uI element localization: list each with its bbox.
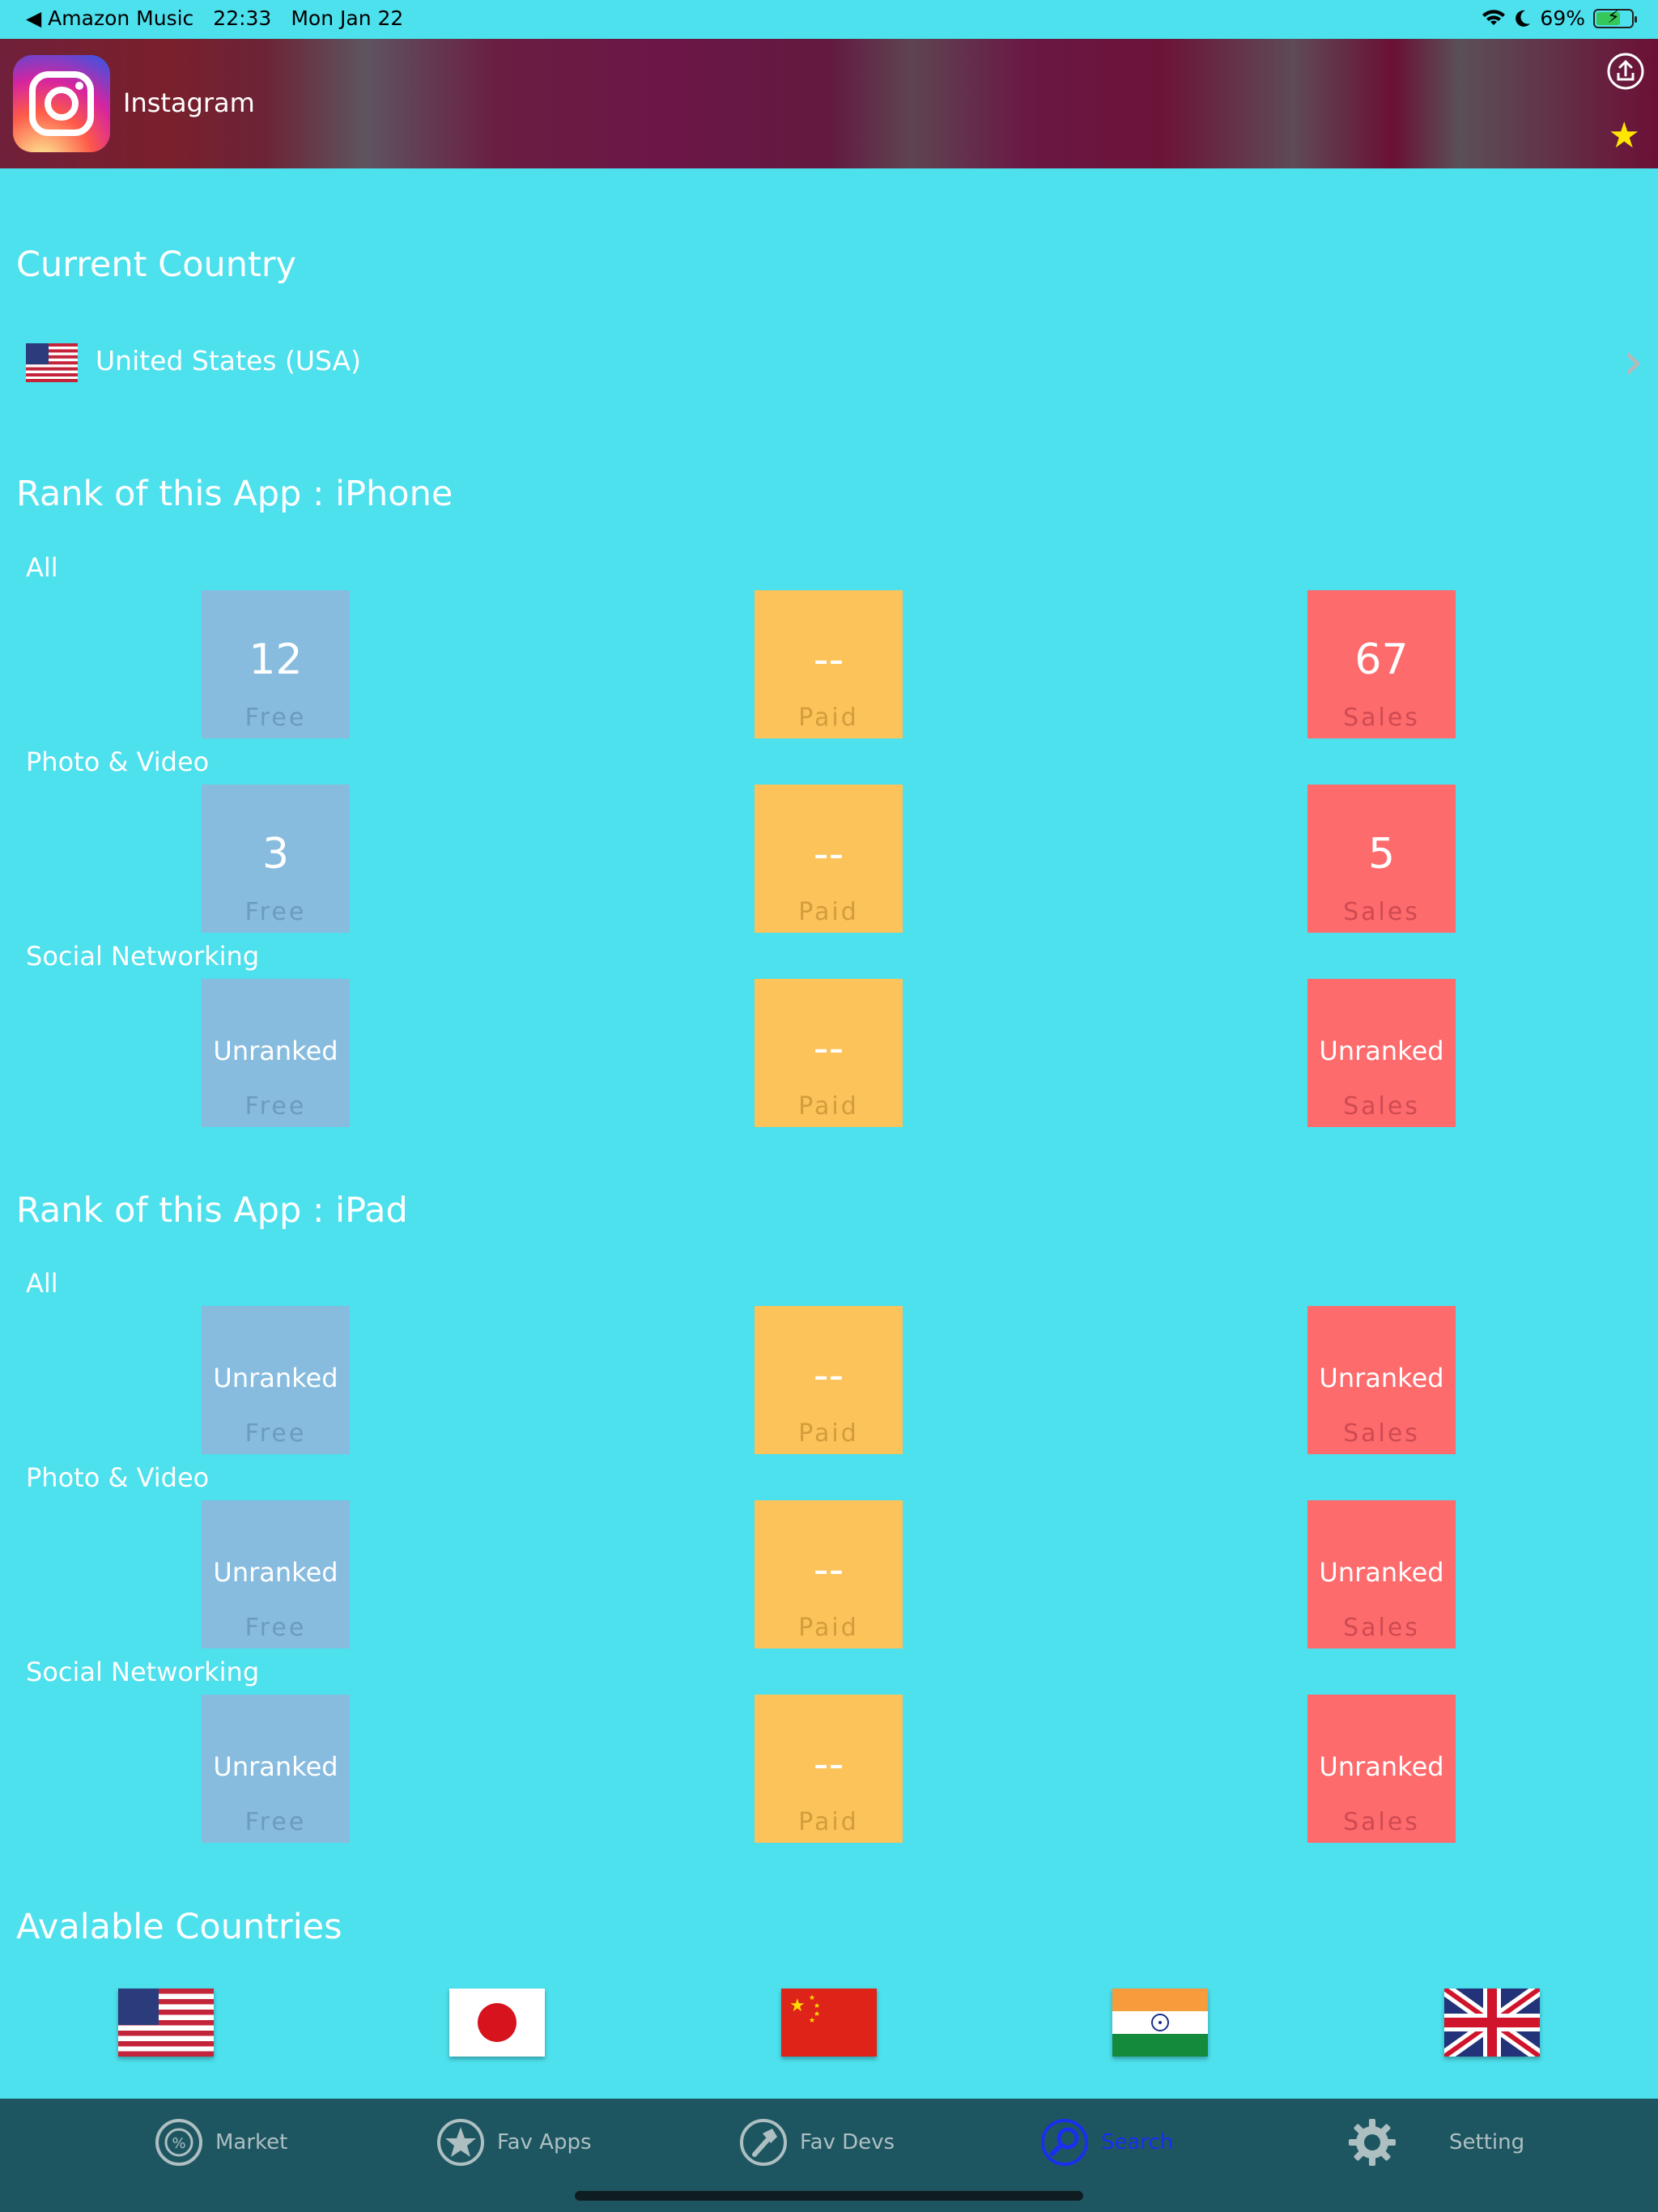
svg-text:★: ★	[809, 2017, 815, 2025]
category-label: All	[26, 552, 58, 583]
tab-market[interactable]: % Market	[154, 2116, 287, 2168]
category-label: All	[26, 1268, 58, 1299]
svg-text:★: ★	[814, 2002, 820, 2010]
home-indicator[interactable]	[575, 2191, 1083, 2201]
free-rank-tile: 12 Free	[202, 590, 350, 738]
sales-rank-tile: Unranked Sales	[1307, 1306, 1456, 1454]
sales-rank-tile: 67 Sales	[1307, 590, 1456, 738]
sales-rank-tile: Unranked Sales	[1307, 979, 1456, 1127]
search-icon	[1041, 2119, 1088, 2166]
paid-rank-tile: -- Paid	[755, 1306, 903, 1454]
sales-rank-tile: 5 Sales	[1307, 785, 1456, 933]
japan-flag-button[interactable]	[449, 1989, 545, 2057]
moon-icon	[1516, 10, 1531, 27]
paid-rank-tile: -- Paid	[755, 1695, 903, 1843]
tab-label: Fav Apps	[497, 2130, 592, 2155]
gear-icon	[1349, 2119, 1396, 2166]
tab-label: Setting	[1449, 2130, 1525, 2155]
app-header: Instagram ★	[0, 39, 1658, 168]
tab-bar: % Market Fav Apps Fav Devs Search	[0, 2099, 1658, 2212]
tab-label: Market	[215, 2130, 288, 2155]
battery-icon: ⚡	[1593, 7, 1637, 28]
available-countries-title: Avalable Countries	[16, 1907, 342, 1947]
paid-rank-tile: -- Paid	[755, 590, 903, 738]
tab-fav-devs[interactable]: Fav Devs	[738, 2116, 895, 2168]
tab-search[interactable]: Search	[1039, 2116, 1173, 2168]
category-label: Photo & Video	[26, 1462, 210, 1493]
china-flag-button[interactable]: ★ ★ ★ ★ ★	[781, 1989, 877, 2057]
svg-text:★: ★	[789, 1996, 806, 2016]
instagram-app-icon	[13, 55, 110, 152]
status-time: 22:33	[213, 6, 272, 30]
battery-percent: 69%	[1540, 6, 1585, 30]
status-date: Mon Jan 22	[291, 6, 404, 30]
free-rank-tile: 3 Free	[202, 785, 350, 933]
usa-flag-icon	[26, 343, 78, 382]
wifi-icon	[1482, 9, 1506, 25]
current-country-label: United States (USA)	[96, 345, 361, 376]
tab-setting[interactable]: Setting	[1347, 2116, 1524, 2168]
free-rank-tile: Unranked Free	[202, 1695, 350, 1843]
share-icon[interactable]	[1606, 52, 1645, 91]
current-country-row[interactable]: United States (USA) ›	[0, 324, 1658, 405]
tab-fav-apps[interactable]: Fav Apps	[436, 2116, 592, 2168]
tab-label: Fav Devs	[800, 2130, 895, 2155]
svg-text:%: %	[172, 2135, 185, 2152]
free-rank-tile: Unranked Free	[202, 1306, 350, 1454]
sales-rank-tile: Unranked Sales	[1307, 1695, 1456, 1843]
usa-flag-button[interactable]	[118, 1989, 214, 2057]
back-to-app-link[interactable]: ◀ Amazon Music	[26, 6, 194, 30]
iphone-rank-title: Rank of this App : iPhone	[16, 474, 453, 514]
chevron-right-icon: ›	[1622, 332, 1643, 392]
svg-text:★: ★	[809, 1994, 815, 2002]
free-rank-tile: Unranked Free	[202, 1500, 350, 1648]
current-country-title: Current Country	[16, 245, 296, 285]
category-label: Photo & Video	[26, 747, 210, 777]
paid-rank-tile: -- Paid	[755, 979, 903, 1127]
category-label: Social Networking	[26, 1657, 260, 1687]
paid-rank-tile: -- Paid	[755, 1500, 903, 1648]
tab-label: Search	[1101, 2130, 1174, 2155]
favorite-star-icon[interactable]: ★	[1608, 115, 1640, 156]
paid-rank-tile: -- Paid	[755, 785, 903, 933]
app-name: Instagram	[123, 87, 255, 118]
sales-rank-tile: Unranked Sales	[1307, 1500, 1456, 1648]
hammer-icon	[740, 2119, 787, 2166]
free-rank-tile: Unranked Free	[202, 979, 350, 1127]
ipad-rank-title: Rank of this App : iPad	[16, 1190, 408, 1231]
svg-text:★: ★	[814, 2010, 820, 2018]
category-label: Social Networking	[26, 941, 260, 972]
india-flag-button[interactable]	[1112, 1989, 1208, 2057]
status-bar: ◀ Amazon Music 22:33 Mon Jan 22 69% ⚡	[0, 0, 1658, 39]
market-icon: %	[155, 2119, 202, 2166]
star-icon	[437, 2119, 484, 2166]
uk-flag-button[interactable]	[1444, 1989, 1540, 2057]
